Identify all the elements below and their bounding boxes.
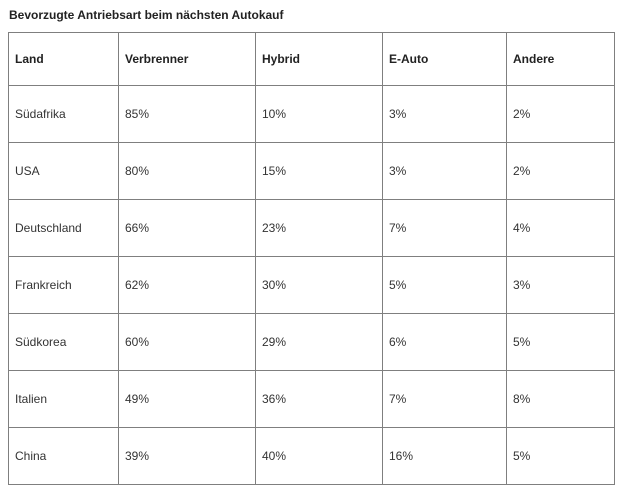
- cell-hybrid: 23%: [255, 199, 383, 257]
- cell-andere: 3%: [506, 256, 615, 314]
- cell-verbrenner: 39%: [118, 427, 256, 485]
- cell-verbrenner: 80%: [118, 142, 256, 200]
- cell-e-auto: 6%: [382, 313, 507, 371]
- cell-verbrenner: 62%: [118, 256, 256, 314]
- cell-andere: 8%: [506, 370, 615, 428]
- cell-e-auto: 7%: [382, 370, 507, 428]
- cell-hybrid: 10%: [255, 85, 383, 143]
- table-row: Südkorea 60% 29% 6% 5%: [8, 313, 615, 371]
- table-row: Südafrika 85% 10% 3% 2%: [8, 85, 615, 143]
- cell-land: Italien: [8, 370, 119, 428]
- cell-verbrenner: 66%: [118, 199, 256, 257]
- cell-andere: 4%: [506, 199, 615, 257]
- cell-e-auto: 3%: [382, 142, 507, 200]
- column-header-land: Land: [8, 32, 119, 86]
- table-row: USA 80% 15% 3% 2%: [8, 142, 615, 200]
- cell-hybrid: 40%: [255, 427, 383, 485]
- cell-hybrid: 30%: [255, 256, 383, 314]
- cell-land: China: [8, 427, 119, 485]
- drivetrain-preference-table: Land Verbrenner Hybrid E-Auto Andere Süd…: [8, 32, 615, 485]
- cell-andere: 2%: [506, 142, 615, 200]
- table-row: Frankreich 62% 30% 5% 3%: [8, 256, 615, 314]
- cell-e-auto: 16%: [382, 427, 507, 485]
- cell-andere: 5%: [506, 313, 615, 371]
- column-header-e-auto: E-Auto: [382, 32, 507, 86]
- cell-hybrid: 36%: [255, 370, 383, 428]
- cell-hybrid: 29%: [255, 313, 383, 371]
- cell-land: Südkorea: [8, 313, 119, 371]
- cell-andere: 2%: [506, 85, 615, 143]
- cell-land: Frankreich: [8, 256, 119, 314]
- table-row: Italien 49% 36% 7% 8%: [8, 370, 615, 428]
- column-header-verbrenner: Verbrenner: [118, 32, 256, 86]
- column-header-andere: Andere: [506, 32, 615, 86]
- page-title: Bevorzugte Antriebsart beim nächsten Aut…: [9, 8, 284, 22]
- table-row: China 39% 40% 16% 5%: [8, 427, 615, 485]
- column-header-hybrid: Hybrid: [255, 32, 383, 86]
- cell-land: Südafrika: [8, 85, 119, 143]
- cell-verbrenner: 85%: [118, 85, 256, 143]
- cell-land: Deutschland: [8, 199, 119, 257]
- cell-e-auto: 5%: [382, 256, 507, 314]
- cell-hybrid: 15%: [255, 142, 383, 200]
- cell-land: USA: [8, 142, 119, 200]
- cell-verbrenner: 49%: [118, 370, 256, 428]
- cell-e-auto: 7%: [382, 199, 507, 257]
- cell-verbrenner: 60%: [118, 313, 256, 371]
- table-row: Deutschland 66% 23% 7% 4%: [8, 199, 615, 257]
- cell-andere: 5%: [506, 427, 615, 485]
- table-header-row: Land Verbrenner Hybrid E-Auto Andere: [8, 32, 615, 86]
- cell-e-auto: 3%: [382, 85, 507, 143]
